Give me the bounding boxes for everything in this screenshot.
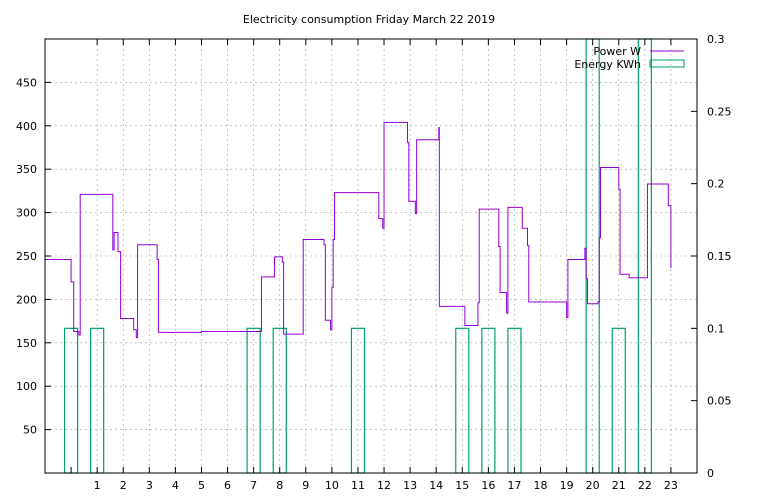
y-tick-label-left: 200 <box>16 293 37 306</box>
legend-label-power: Power W <box>593 45 641 58</box>
legend-swatch-energy <box>649 59 685 68</box>
x-tick-label: 18 <box>534 479 548 492</box>
x-tick-label: 22 <box>638 479 652 492</box>
y-tick-label-left: 300 <box>16 207 37 220</box>
x-tick-label: 1 <box>94 479 101 492</box>
y-tick-label-right: 0.05 <box>707 395 732 408</box>
y-tick-label-left: 450 <box>16 76 37 89</box>
power-line <box>45 121 672 339</box>
y-tick-label-left: 350 <box>16 163 37 176</box>
chart-title: Electricity consumption Friday March 22 … <box>243 13 495 26</box>
energy-bar <box>63 327 79 474</box>
tick-layer: 1 2 3 4 5 6 7 8 9 10 11 12 13 14 15 16 17 18 19 20 21 22 23501… <box>16 33 732 492</box>
x-tick-label: 6 <box>224 479 231 492</box>
grid-layer <box>45 39 697 473</box>
power-line-layer <box>45 121 672 339</box>
y-tick-label-right: 0.2 <box>707 178 725 191</box>
x-tick-label: 8 <box>276 479 283 492</box>
x-tick-label: 12 <box>377 479 391 492</box>
x-tick-label: 23 <box>664 479 678 492</box>
x-tick-label: 16 <box>481 479 495 492</box>
x-tick-label: 2 <box>120 479 127 492</box>
x-tick-label: 11 <box>351 479 365 492</box>
y-tick-label-right: 0.1 <box>707 322 725 335</box>
x-tick-label: 19 <box>560 479 574 492</box>
x-tick-label: 13 <box>403 479 417 492</box>
y-tick-label-left: 150 <box>16 337 37 350</box>
y-tick-label-left: 250 <box>16 250 37 263</box>
x-tick-label: 20 <box>586 479 600 492</box>
y-tick-label-right: 0.25 <box>707 105 732 118</box>
x-tick-label: 4 <box>172 479 179 492</box>
y-tick-label-left: 400 <box>16 120 37 133</box>
x-tick-label: 21 <box>612 479 626 492</box>
x-tick-label: 9 <box>302 479 309 492</box>
x-tick-label: 14 <box>429 479 443 492</box>
x-tick-label: 10 <box>325 479 339 492</box>
y-tick-label-right: 0.3 <box>707 33 725 46</box>
x-tick-label: 5 <box>198 479 205 492</box>
x-tick-label: 3 <box>146 479 153 492</box>
y-tick-label-left: 50 <box>23 424 37 437</box>
y-tick-label-left: 100 <box>16 380 37 393</box>
legend-label-energy: Energy KWh <box>574 58 641 71</box>
legend: Power W Energy KWh <box>574 45 685 71</box>
x-tick-label: 7 <box>250 479 257 492</box>
x-tick-label: 17 <box>507 479 521 492</box>
y-tick-label-right: 0 <box>707 467 714 480</box>
x-tick-label: 15 <box>455 479 469 492</box>
y-tick-label-right: 0.15 <box>707 250 732 263</box>
